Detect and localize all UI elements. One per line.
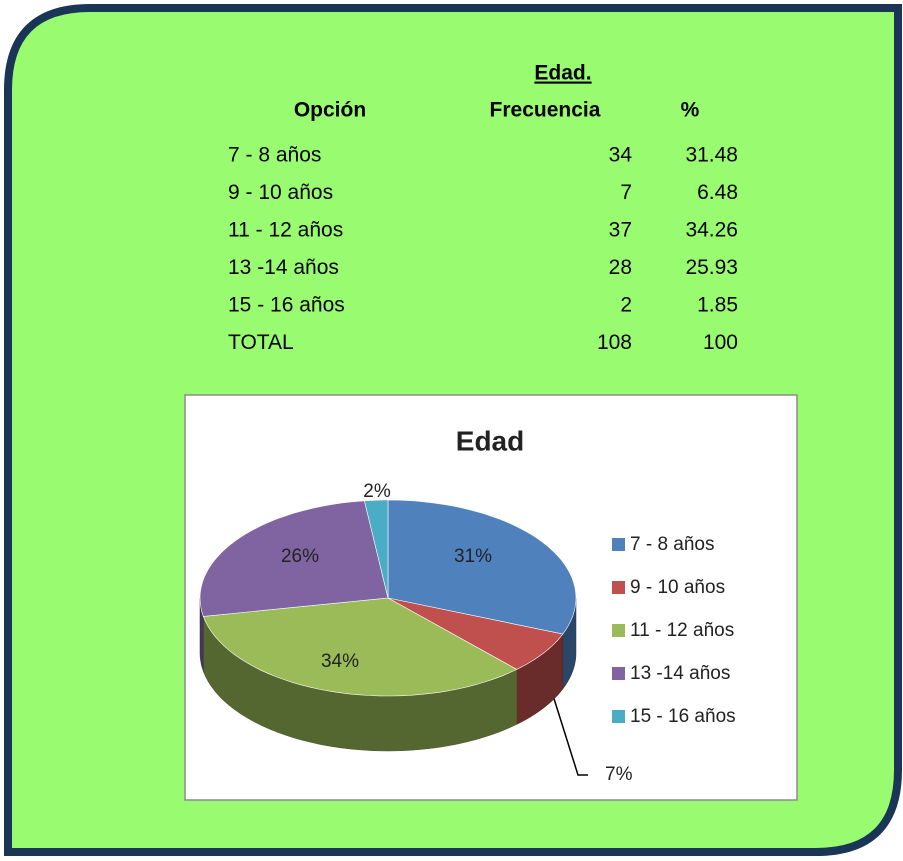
data-label: 2% [363, 481, 391, 502]
column-header: Opción [294, 99, 366, 122]
table-cell: 34.26 [685, 219, 738, 242]
table-cell: 28 [609, 256, 632, 279]
table-cell: 31.48 [685, 144, 738, 167]
column-header: % [681, 99, 700, 122]
slice [387, 597, 564, 670]
legend-label: 11 - 12 años [630, 620, 734, 641]
table-cell: 108 [597, 331, 632, 354]
table-cell: 37 [609, 219, 632, 242]
table-cell: 13 -14 años [228, 256, 339, 279]
table-cell: 100 [703, 331, 738, 354]
slice [199, 500, 389, 617]
chart-title: Edad [456, 425, 524, 456]
table-cell: 1.85 [697, 294, 738, 317]
legend-label: 7 - 8 años [630, 534, 715, 555]
table-cell: 15 - 16 años [228, 294, 345, 317]
table-cell: 2 [620, 294, 632, 317]
slice [387, 499, 577, 635]
legend-label: 13 -14 años [630, 663, 730, 684]
table-cell: 25.93 [685, 256, 738, 279]
leader-line [544, 669, 588, 776]
legend-label: 9 - 10 años [630, 577, 725, 598]
data-label: 34% [321, 651, 359, 672]
legend-swatch [612, 581, 625, 594]
table-title: Edad. [534, 62, 591, 85]
table-cell: 6.48 [697, 181, 738, 204]
legend-swatch [612, 710, 625, 723]
legend-swatch [612, 624, 625, 637]
table-cell: 9 - 10 años [228, 181, 333, 204]
table-cell: 7 [620, 181, 632, 204]
slice [364, 499, 389, 599]
slice [202, 597, 518, 697]
table-cell: TOTAL [228, 331, 294, 354]
legend-label: 15 - 16 años [630, 706, 736, 727]
table-cell: 7 - 8 años [228, 144, 321, 167]
data-label: 7% [605, 764, 633, 785]
legend-swatch [612, 538, 625, 551]
legend-swatch [612, 667, 625, 680]
table-cell: 11 - 12 años [228, 219, 343, 242]
data-label: 31% [454, 546, 492, 567]
table-cell: 34 [609, 144, 633, 167]
data-label: 26% [281, 546, 319, 567]
column-header: Frecuencia [490, 99, 601, 122]
